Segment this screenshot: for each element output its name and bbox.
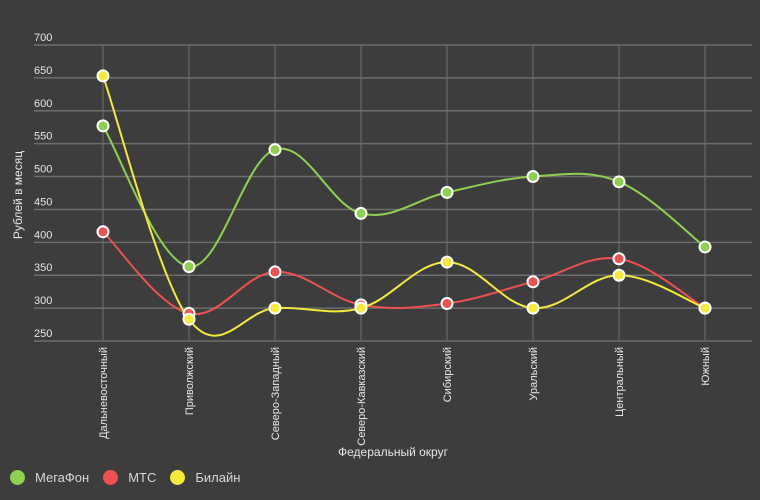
y-tick-label: 250 [34,328,52,340]
series-line-0 [102,125,706,268]
data-point[interactable] [268,301,282,315]
y-tick-label: 450 [34,196,52,208]
data-point[interactable] [440,185,454,199]
legend-label: МегаФон [35,470,90,485]
x-tick-label: Дальневосточный [98,347,110,439]
data-point[interactable] [440,255,454,269]
legend-label: Билайн [195,470,241,485]
x-tick-label: Сибирский [442,347,454,402]
data-point[interactable] [612,252,626,266]
y-axis-title: Рублей в месяц [11,151,25,239]
legend: МегаФон МТС Билайн [10,470,254,485]
y-tick-label: 500 [34,164,52,176]
data-point[interactable] [268,265,282,279]
x-tick-label: Приволжский [184,347,196,415]
data-point[interactable] [268,143,282,157]
data-point[interactable] [612,268,626,282]
series-lines [102,75,706,337]
data-point[interactable] [354,301,368,315]
x-tick-label: Северо-Западный [270,347,282,440]
x-axis-title: Федеральный округ [338,445,449,459]
y-tick-label: 650 [34,65,52,77]
x-tick-label: Южный [700,347,712,386]
series-points [96,69,712,326]
x-axis-ticks: Дальневосточный Приволжский Северо-Западны… [98,347,712,446]
data-point[interactable] [526,275,540,289]
data-point[interactable] [96,225,110,239]
legend-marker-icon [103,470,119,485]
grid [34,44,752,342]
legend-marker-icon [170,470,186,485]
data-point[interactable] [96,69,110,83]
y-tick-label: 550 [34,131,52,143]
data-point[interactable] [354,206,368,220]
data-point[interactable] [440,297,454,311]
legend-label: МТС [128,470,157,485]
data-point[interactable] [698,301,712,315]
legend-marker-icon [10,470,25,485]
y-tick-label: 600 [34,98,52,110]
y-tick-label: 700 [34,32,52,44]
x-tick-label: Уральский [528,347,540,400]
data-point[interactable] [612,175,626,189]
y-tick-label: 400 [34,229,52,241]
data-point[interactable] [182,312,196,326]
data-point[interactable] [526,301,540,315]
legend-item[interactable]: Билайн [170,470,240,485]
y-tick-label: 300 [34,295,52,307]
x-tick-label: Северо-Кавказский [356,347,368,446]
data-point[interactable] [182,260,196,274]
data-point[interactable] [526,170,540,184]
data-point[interactable] [698,240,712,254]
x-tick-label: Центральный [614,347,626,417]
data-point[interactable] [96,119,110,133]
legend-item[interactable]: МегаФон [10,470,89,485]
series-line-2 [102,75,706,337]
y-axis-ticks: 250 300 350 400 450 500 550 600 650 700 [34,32,52,340]
legend-item[interactable]: МТС [103,470,156,485]
y-tick-label: 350 [34,262,52,274]
